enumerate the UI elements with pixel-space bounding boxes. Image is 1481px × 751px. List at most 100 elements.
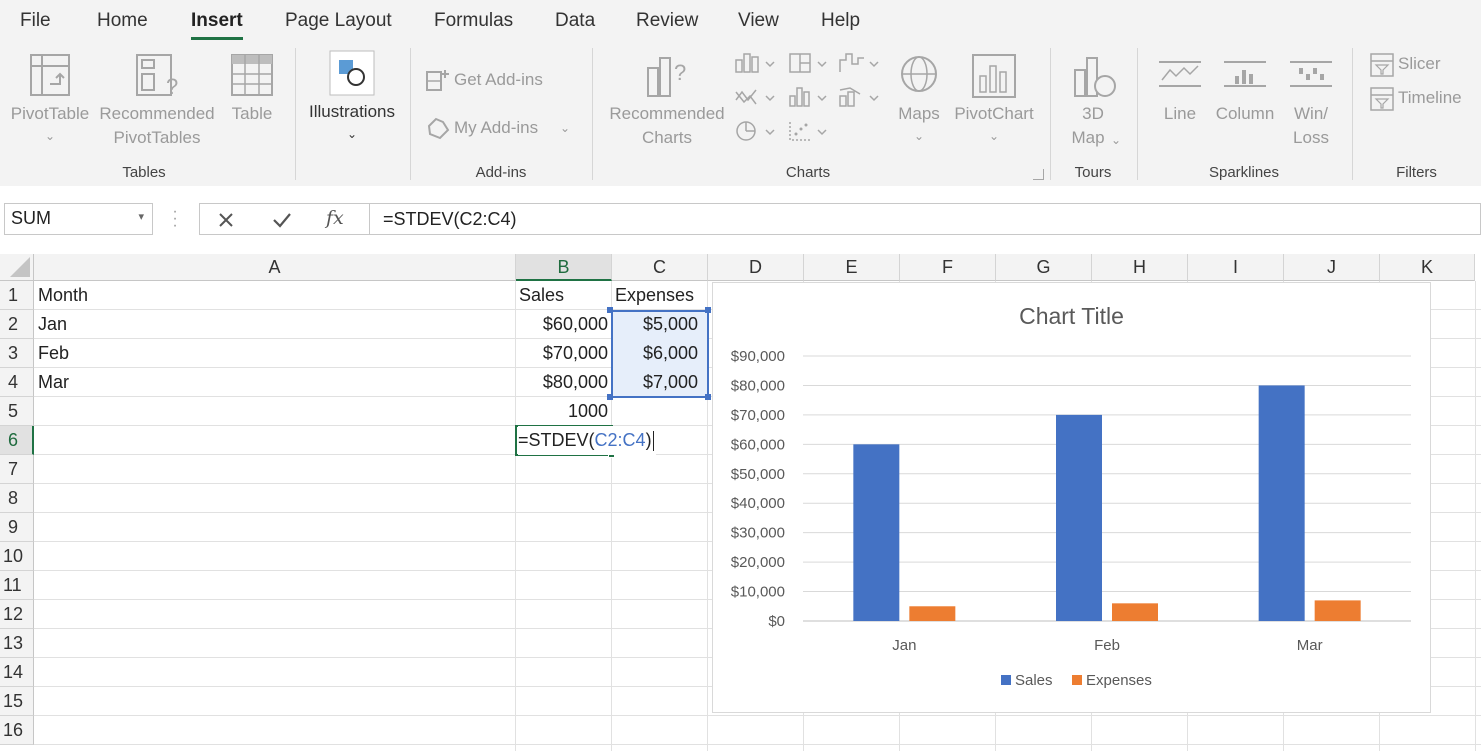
maps-button[interactable]: Maps ⌄ [892, 50, 946, 154]
bar[interactable] [1112, 603, 1158, 621]
row-header-9[interactable]: 9 [0, 513, 34, 542]
column-header-j[interactable]: J [1284, 254, 1380, 281]
cell-b2[interactable]: $60,000 [542, 314, 608, 334]
cell-c3[interactable]: $6,000 [642, 343, 698, 363]
column-header-a[interactable]: A [34, 254, 516, 281]
menu-page-layout[interactable]: Page Layout [285, 10, 392, 31]
pivottable-button[interactable]: PivotTable ⌄ [6, 50, 94, 150]
hierarchy-chart-icon[interactable] [788, 52, 832, 74]
chevron-down-icon[interactable]: ▾ [138, 211, 144, 223]
table-button[interactable]: Table [226, 50, 278, 130]
cell-a3[interactable]: Feb [38, 343, 70, 363]
3d-map-button[interactable]: 3D Map ⌄ [1058, 50, 1128, 154]
timeline-button[interactable]: Timeline [1368, 86, 1478, 112]
more-options-icon[interactable]: · · · [172, 203, 178, 234]
row-header-11[interactable]: 11 [0, 571, 34, 600]
waterfall-chart-icon[interactable] [838, 52, 882, 74]
menu-view[interactable]: View [738, 10, 779, 31]
row-header-8[interactable]: 8 [0, 484, 34, 513]
pivotchart-button[interactable]: PivotChart ⌄ [950, 50, 1038, 154]
row-header-1[interactable]: 1 [0, 281, 34, 310]
menu-data[interactable]: Data [555, 10, 596, 31]
sparkline-winloss-button[interactable]: Win/ Loss [1284, 50, 1338, 154]
cell-a4[interactable]: Mar [38, 372, 69, 392]
get-addins-button[interactable]: Get Add-ins [424, 66, 584, 94]
row-header-2[interactable]: 2 [0, 310, 34, 339]
bar[interactable] [1056, 414, 1102, 621]
menu-help[interactable]: Help [821, 10, 861, 31]
range-handle[interactable] [607, 394, 613, 400]
cell-a1[interactable]: Month [38, 285, 89, 305]
formula-buttons: fx [199, 203, 369, 235]
menu-insert[interactable]: Insert [191, 10, 243, 40]
column-header-k[interactable]: K [1380, 254, 1475, 281]
name-box[interactable]: SUM ▾ [4, 203, 153, 235]
chevron-down-icon: ⌄ [913, 129, 925, 143]
chart[interactable]: Chart Title $0 $10,000 $20,000 $30,000 $40,0… [712, 282, 1431, 713]
illustrations-button[interactable]: Illustrations ⌄ [302, 48, 402, 148]
row-header-3[interactable]: 3 [0, 339, 34, 368]
recommended-pivottables-button[interactable]: ? Recommended PivotTables [96, 50, 218, 154]
menu-file[interactable]: File [20, 10, 51, 31]
row-header-15[interactable]: 15 [0, 687, 34, 716]
my-addins-button[interactable]: My Add-ins ⌄ [424, 114, 584, 142]
row-header-13[interactable]: 13 [0, 629, 34, 658]
formula-input[interactable]: =STDEV(C2:C4) [369, 203, 1481, 235]
column-header-i[interactable]: I [1188, 254, 1284, 281]
statistic-chart-icon[interactable] [788, 86, 832, 108]
range-handle[interactable] [705, 394, 711, 400]
cell-b6-editor[interactable]: =STDEV(C2:C4) [518, 426, 656, 455]
combo-chart-icon[interactable] [838, 86, 882, 108]
row-header-16[interactable]: 16 [0, 716, 34, 745]
menu-review[interactable]: Review [636, 10, 699, 31]
row-header-14[interactable]: 14 [0, 658, 34, 687]
column-chart-icon[interactable] [734, 52, 778, 74]
bar[interactable] [853, 444, 900, 621]
cell-a2[interactable]: Jan [38, 314, 68, 334]
slicer-button[interactable]: Slicer [1368, 52, 1468, 78]
row-header-10[interactable]: 10 [0, 542, 34, 571]
cell-b5[interactable]: 1000 [567, 401, 608, 421]
pie-chart-icon[interactable] [734, 120, 778, 142]
cell-b4[interactable]: $80,000 [542, 372, 608, 392]
sparkline-line-button[interactable]: Line [1152, 50, 1208, 130]
menu-formulas[interactable]: Formulas [434, 10, 514, 31]
column-header-g[interactable]: G [996, 254, 1092, 281]
column-header-b[interactable]: B [516, 254, 612, 281]
column-header-h[interactable]: H [1092, 254, 1188, 281]
cancel-icon[interactable] [218, 212, 234, 228]
chart-title[interactable]: Chart Title [1019, 303, 1124, 329]
bar[interactable] [1314, 600, 1361, 621]
column-header-f[interactable]: F [900, 254, 996, 281]
range-handle[interactable] [705, 307, 711, 313]
cell-c2[interactable]: $5,000 [642, 314, 698, 334]
row-header-5[interactable]: 5 [0, 397, 34, 426]
row-header-7[interactable]: 7 [0, 455, 34, 484]
column-header-c[interactable]: C [612, 254, 708, 281]
row-header-4[interactable]: 4 [0, 368, 34, 397]
recommended-charts-button[interactable]: ? Recommended Charts [602, 50, 732, 154]
cell-b3[interactable]: $70,000 [542, 343, 608, 363]
chevron-down-icon: ⌄ [44, 129, 56, 143]
menu-home[interactable]: Home [97, 10, 148, 31]
pivotchart-label: PivotChart [954, 104, 1034, 123]
row-header-6[interactable]: 6 [0, 426, 34, 455]
select-all-corner[interactable] [0, 254, 34, 281]
bar[interactable] [909, 606, 956, 621]
table-label: Table [231, 104, 273, 123]
formula-prefix: =STDEV( [518, 430, 595, 450]
charts-dialog-launcher-icon[interactable] [1033, 169, 1044, 180]
column-header-d[interactable]: D [708, 254, 804, 281]
cell-c4[interactable]: $7,000 [642, 372, 698, 392]
line-chart-icon[interactable] [734, 86, 778, 108]
range-handle[interactable] [607, 307, 613, 313]
insert-function-icon[interactable]: fx [326, 207, 344, 229]
bar[interactable] [1258, 385, 1305, 621]
cell-b1[interactable]: Sales [519, 285, 565, 305]
row-header-12[interactable]: 12 [0, 600, 34, 629]
sparkline-column-button[interactable]: Column [1210, 50, 1280, 130]
cell-c1[interactable]: Expenses [615, 285, 695, 305]
enter-check-icon[interactable] [272, 212, 292, 228]
scatter-chart-icon[interactable] [788, 120, 832, 142]
column-header-e[interactable]: E [804, 254, 900, 281]
